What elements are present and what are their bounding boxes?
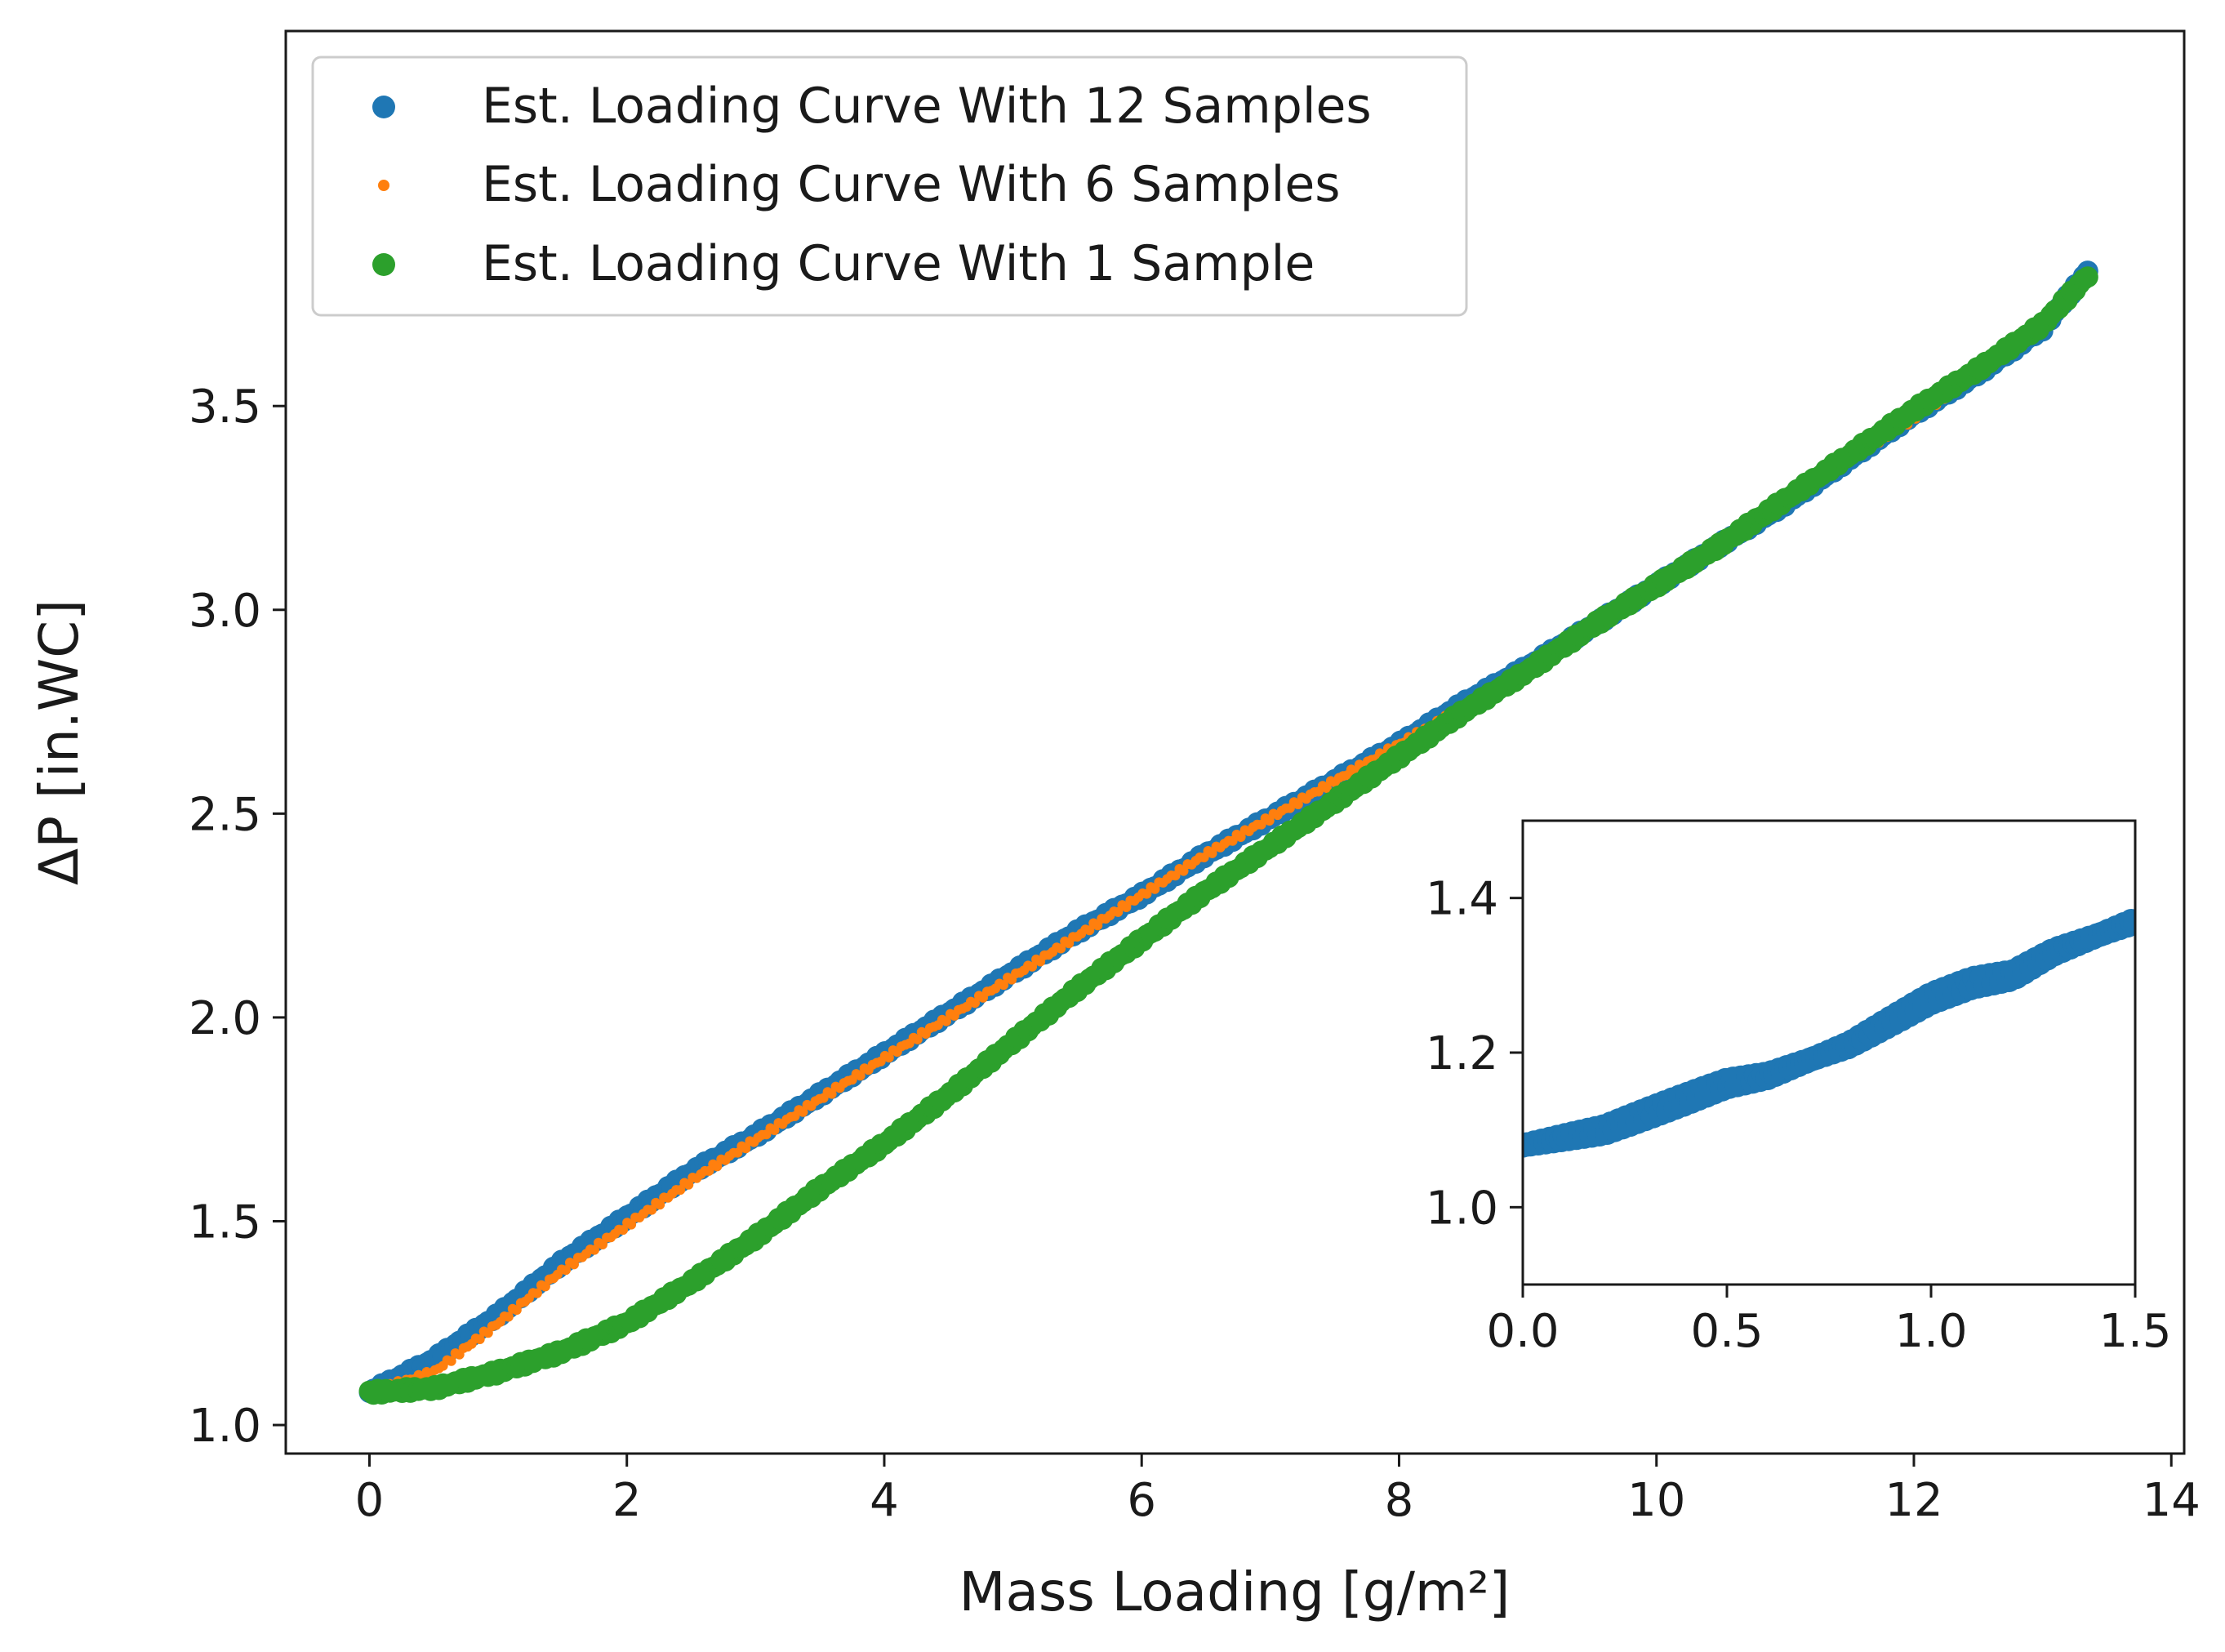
x-tick-label: 10	[1627, 1474, 1685, 1527]
series-6-samples-point	[683, 1179, 694, 1190]
main-series-layer	[358, 260, 2098, 1405]
main-y-axis: 1.0 1.5 2.0 2.5 3.0 3.5	[189, 381, 286, 1453]
inset-y-tick-label: 1.0	[1426, 1182, 1498, 1235]
series-6-samples-point	[941, 1016, 951, 1026]
y-axis-title: ΔP [in.WC]	[28, 599, 91, 885]
series-6-samples-point	[446, 1356, 456, 1366]
x-tick-label: 2	[612, 1474, 642, 1527]
y-tick-label: 3.5	[189, 381, 261, 434]
x-axis-title: Mass Loading [g/m²]	[959, 1561, 1511, 1623]
series-6-samples-point	[826, 1089, 837, 1099]
main-plot: 0 2 4 6 8 10 12 14 1.0 1.5 2.0 2.5 3.0 3.5 Mass Load…	[28, 29, 2201, 1623]
series-6-samples-point	[798, 1107, 808, 1117]
series-6-samples-point	[626, 1219, 637, 1230]
inset-series-point	[2123, 911, 2135, 936]
series-6-samples-point	[655, 1200, 665, 1210]
x-tick-label: 0	[355, 1474, 385, 1527]
inset-x-tick-label: 0.5	[1690, 1305, 1763, 1358]
series-6-samples-point	[590, 1245, 599, 1255]
x-tick-label: 6	[1127, 1474, 1156, 1527]
inset-x-axis: 0.0 0.5 1.0 1.5	[1486, 1285, 2172, 1358]
series-6-samples-point	[647, 1204, 657, 1215]
legend-marker-1-sample	[372, 253, 395, 276]
series-6-samples-point	[912, 1034, 923, 1044]
legend-label-6-samples: Est. Loading Curve With 6 Samples	[482, 156, 1341, 213]
x-tick-label: 8	[1385, 1474, 1414, 1527]
y-tick-label: 2.0	[189, 992, 261, 1045]
x-tick-label: 14	[2143, 1474, 2201, 1527]
legend: Est. Loading Curve With 12 Samples Est. …	[311, 56, 1468, 317]
series-6-samples-point	[970, 998, 980, 1009]
series-6-samples-point	[561, 1265, 571, 1276]
series-6-samples-point	[532, 1288, 542, 1298]
inset-plot: 0.0 0.5 1.0 1.5 1.0 1.2 1.4	[1426, 819, 2172, 1358]
series-6-samples-point	[474, 1334, 485, 1344]
inset-y-tick-label: 1.4	[1426, 873, 1498, 926]
series-6-samples-point	[1056, 943, 1066, 954]
series-6-samples-point	[999, 980, 1009, 991]
y-tick-label: 3.0	[189, 585, 261, 638]
y-tick-label: 1.0	[189, 1400, 261, 1453]
x-tick-label: 4	[870, 1474, 899, 1527]
series-1-sample-point	[2076, 266, 2098, 288]
series-6-samples-point	[1084, 925, 1095, 936]
series-6-samples-point	[883, 1053, 894, 1063]
legend-box	[311, 56, 1468, 317]
legend-label-12-samples: Est. Loading Curve With 12 Samples	[482, 78, 1372, 135]
inset-x-tick-label: 1.0	[1894, 1305, 1967, 1358]
inset-y-tick-label: 1.2	[1426, 1027, 1498, 1080]
y-tick-label: 2.5	[189, 788, 261, 841]
inset-y-axis: 1.0 1.2 1.4	[1426, 873, 1523, 1235]
legend-label-1-sample: Est. Loading Curve With 1 Sample	[482, 235, 1315, 292]
x-tick-label: 12	[1885, 1474, 1942, 1527]
series-6-samples-point	[618, 1225, 629, 1236]
series-6-samples-point	[769, 1125, 780, 1135]
series-6-samples-point	[503, 1311, 514, 1322]
y-tick-label: 1.5	[189, 1196, 261, 1249]
legend-marker-12-samples	[372, 96, 395, 118]
inset-x-tick-label: 0.0	[1486, 1305, 1559, 1358]
main-x-axis: 0 2 4 6 8 10 12 14	[355, 1454, 2201, 1527]
main-plot-frame	[284, 29, 2186, 1455]
series-6-samples-point	[855, 1071, 866, 1081]
series-6-samples-point	[1027, 961, 1038, 972]
legend-marker-6-samples	[378, 180, 389, 191]
series-6-samples-point	[540, 1281, 550, 1292]
series-6-samples-point	[741, 1143, 751, 1154]
inset-series-layer	[1523, 909, 2135, 1158]
inset-x-tick-label: 1.5	[2098, 1305, 2171, 1358]
series-6-samples-point	[712, 1161, 723, 1172]
